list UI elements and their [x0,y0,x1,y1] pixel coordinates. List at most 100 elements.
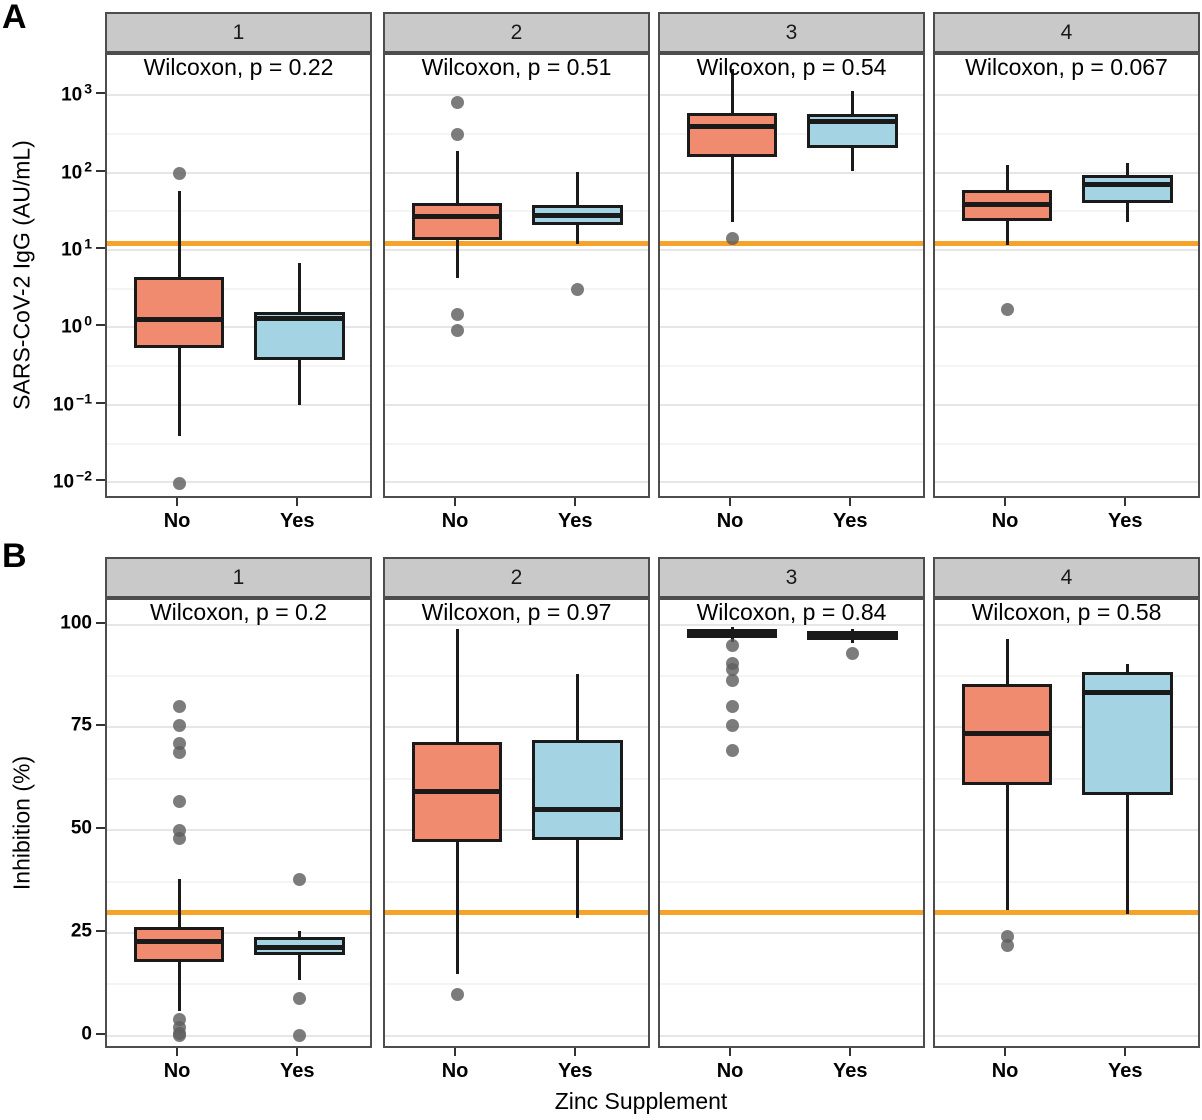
lower-whisker [455,239,459,279]
lower-whisker [177,347,181,436]
reference-line [385,241,648,247]
y-tick-label: 0 [81,1023,92,1045]
minor-gridline [385,983,648,986]
upper-whisker [575,171,579,206]
major-gridline [385,726,648,729]
major-gridline [660,171,923,174]
major-gridline [935,623,1198,626]
major-gridline [107,249,370,252]
x-tick-label: Yes [279,1060,315,1082]
minor-gridline [107,287,370,290]
x-tick-mark [176,498,179,506]
outlier-point [450,128,464,142]
minor-gridline [935,675,1198,678]
major-gridline [935,931,1198,934]
outlier-point [292,992,306,1006]
lower-whisker [575,840,579,919]
box-yes [1081,175,1173,204]
minor-gridline [660,675,923,678]
outlier-point [450,96,464,110]
outlier-point [1000,303,1014,317]
reference-line [660,241,923,247]
major-gridline [107,623,370,626]
major-gridline [935,829,1198,832]
minor-gridline [385,365,648,368]
upper-whisker [455,151,459,203]
y-tick-mark [96,1032,105,1035]
lower-whisker [575,225,579,244]
box-no [686,112,778,157]
x-tick-mark [729,498,732,506]
major-gridline [935,326,1198,329]
x-tick-label: Yes [832,510,868,532]
x-tick-mark [296,498,299,506]
facet-strip: 1 [105,557,372,598]
upper-whisker [575,673,579,740]
wilcoxon-annotation: Wilcoxon, p = 0.067 [965,54,1168,80]
minor-gridline [107,675,370,678]
outlier-point [172,1029,186,1043]
major-gridline [935,403,1198,406]
minor-gridline [107,983,370,986]
wilcoxon-annotation: Wilcoxon, p = 0.2 [149,599,328,625]
outlier-point [725,232,739,246]
y-tick-label: 10 −1 [52,390,92,416]
box-no [411,202,503,240]
major-gridline [660,249,923,252]
outlier-point [725,700,739,714]
x-tick-mark [849,498,852,506]
median-line [1081,181,1173,187]
facet-strip: 4 [933,557,1200,598]
minor-gridline [107,132,370,135]
outlier-point [172,831,186,845]
reference-line [107,241,370,247]
outlier-point [725,718,739,732]
outlier-point [725,638,739,652]
outlier-point [292,872,306,886]
median-line [1081,689,1173,695]
minor-gridline [385,442,648,445]
upper-whisker [1125,663,1129,672]
minor-gridline [660,132,923,135]
y-tick-label: 25 [70,920,92,942]
median-line [531,807,623,813]
upper-whisker [297,262,301,312]
x-tick-mark [454,1048,457,1056]
lower-whisker [297,359,301,405]
outlier-point [292,1029,306,1043]
lower-whisker [1125,795,1129,915]
upper-whisker [1005,165,1009,191]
outlier-point [1000,938,1014,952]
outlier-point [172,477,186,491]
facet-strip: 2 [383,557,650,598]
panel-a-label: A [2,0,27,36]
wilcoxon-annotation: Wilcoxon, p = 0.54 [696,54,887,80]
wilcoxon-annotation: Wilcoxon, p = 0.97 [421,599,612,625]
major-gridline [935,94,1198,97]
minor-gridline [660,365,923,368]
major-gridline [107,931,370,934]
x-tick-label: No [441,1060,469,1082]
upper-whisker [1125,162,1129,176]
facet-strip: 3 [658,12,925,53]
x-tick-label: No [991,510,1019,532]
y-tick-mark [96,929,105,932]
major-gridline [107,726,370,729]
major-gridline [660,726,923,729]
outlier-point [725,663,739,677]
major-gridline [385,403,648,406]
x-tick-label: Yes [279,510,315,532]
box-no [133,926,225,962]
major-gridline [935,1034,1198,1037]
x-tick-mark [574,1048,577,1056]
minor-gridline [107,442,370,445]
upper-whisker [177,190,181,277]
x-tick-label: No [716,1060,744,1082]
outlier-point [450,323,464,337]
major-gridline [660,1034,923,1037]
y-tick-label: 10 2 [61,157,92,184]
minor-gridline [107,880,370,883]
y-tick-mark [96,401,105,404]
major-gridline [107,94,370,97]
